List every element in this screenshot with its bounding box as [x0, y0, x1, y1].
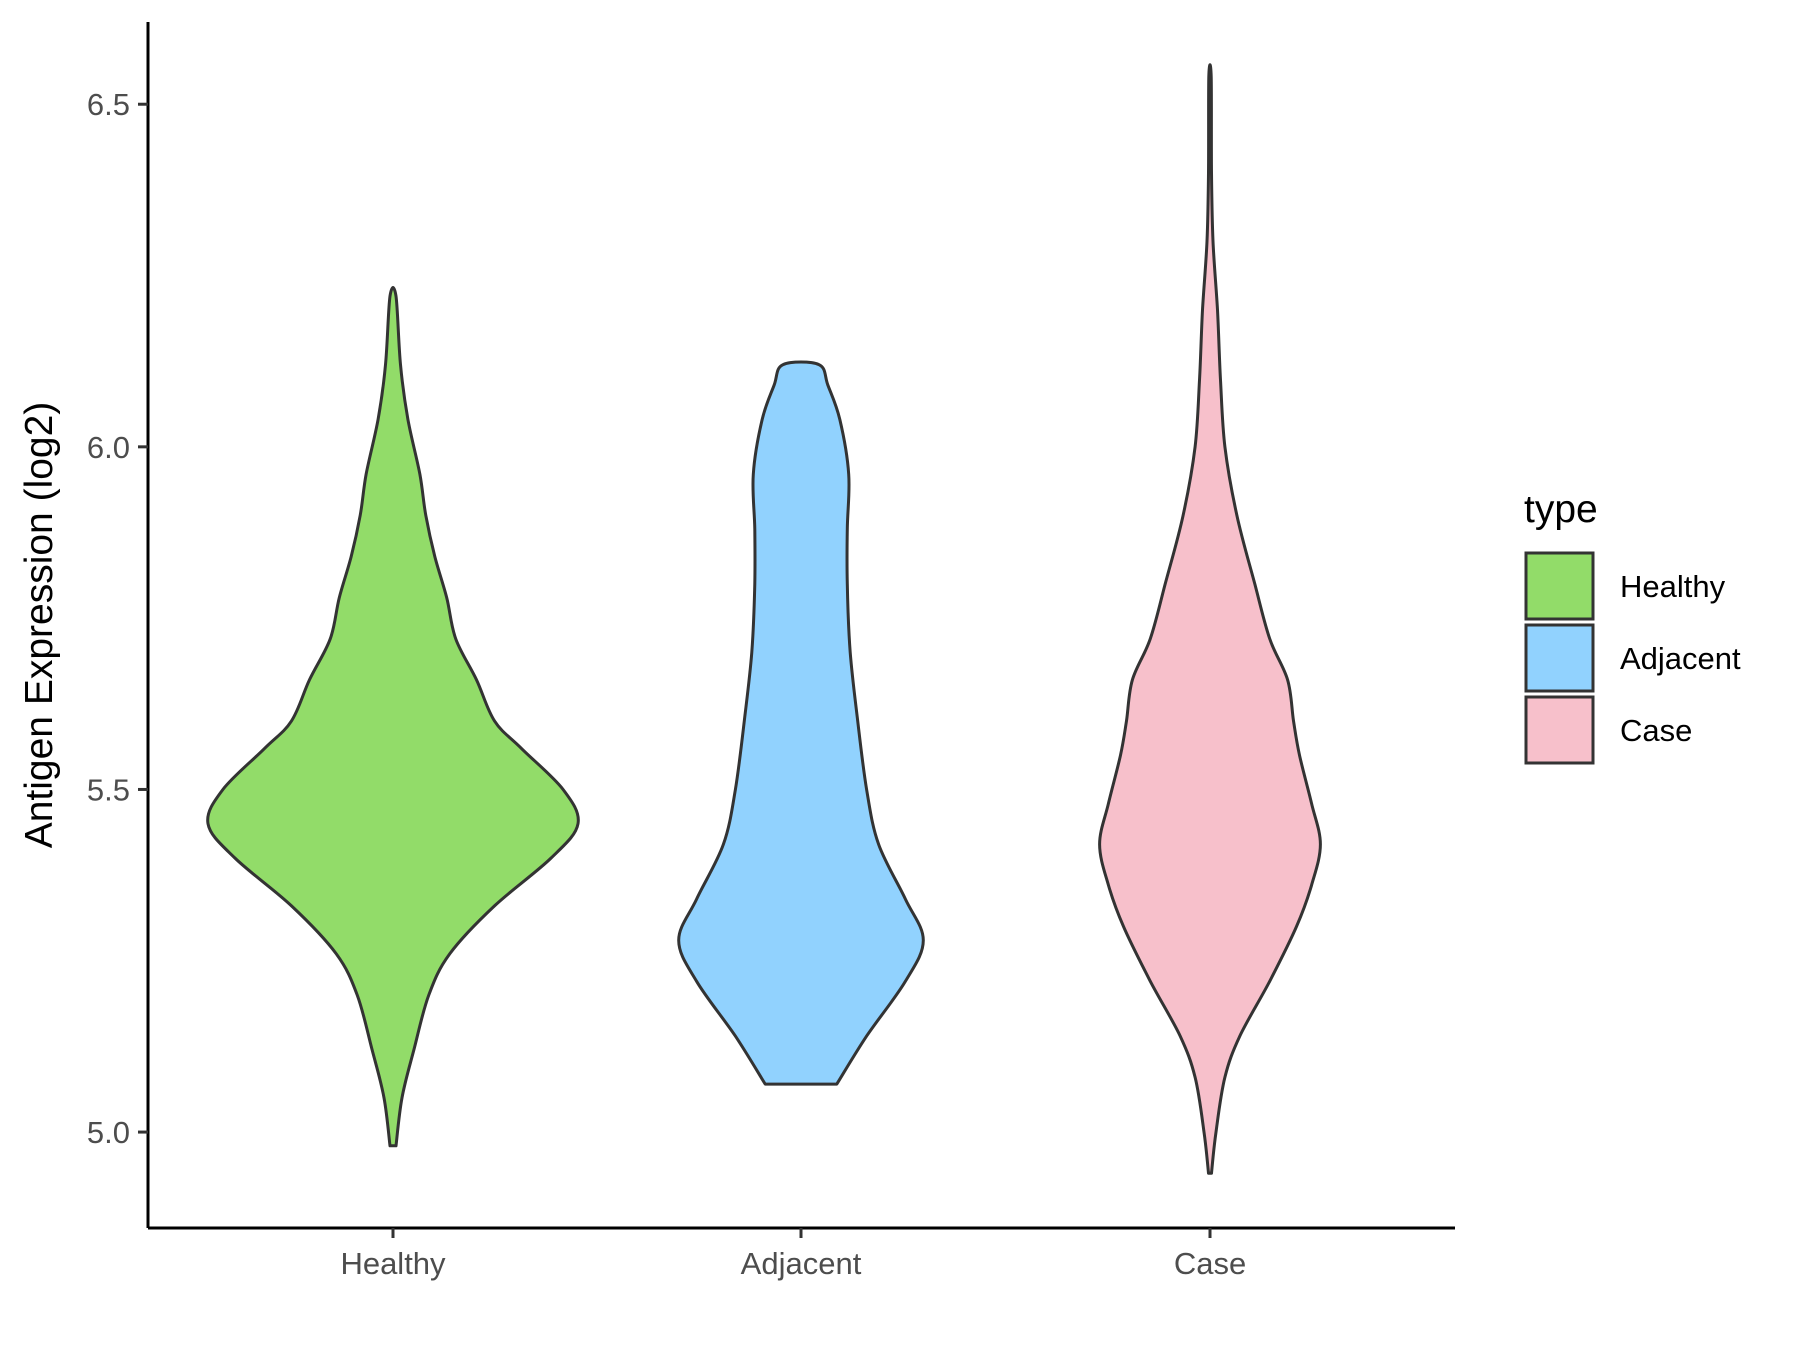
- violin-healthy: [206, 286, 580, 1148]
- y-ticks: 5.0 5.5 6.0 6.5: [87, 87, 148, 1150]
- legend-label-healthy: Healthy: [1620, 569, 1726, 604]
- x-tick-label: Adjacent: [741, 1246, 862, 1281]
- legend-title: type: [1524, 488, 1598, 531]
- x-tick-label: Case: [1174, 1246, 1246, 1281]
- legend-label-case: Case: [1620, 713, 1692, 748]
- y-tick-label: 6.5: [87, 87, 130, 122]
- y-tick-label: 5.0: [87, 1115, 130, 1150]
- legend-key-healthy: [1524, 551, 1595, 621]
- y-axis-title: Antigen Expression (log2): [18, 402, 61, 849]
- legend: type Healthy Adjacent Case: [1524, 488, 1741, 765]
- x-ticks: Healthy Adjacent Case: [340, 1228, 1246, 1281]
- legend-items: Healthy Adjacent Case: [1524, 551, 1741, 765]
- legend-label-adjacent: Adjacent: [1620, 641, 1741, 676]
- violin-case: [1098, 63, 1322, 1175]
- y-tick-label: 5.5: [87, 772, 130, 807]
- violin-adjacent: [677, 360, 925, 1086]
- legend-key-case: [1524, 695, 1595, 765]
- y-tick-label: 6.0: [87, 430, 130, 465]
- x-tick-label: Healthy: [340, 1246, 446, 1281]
- violin-group: [206, 63, 1322, 1175]
- legend-key-adjacent: [1524, 623, 1595, 693]
